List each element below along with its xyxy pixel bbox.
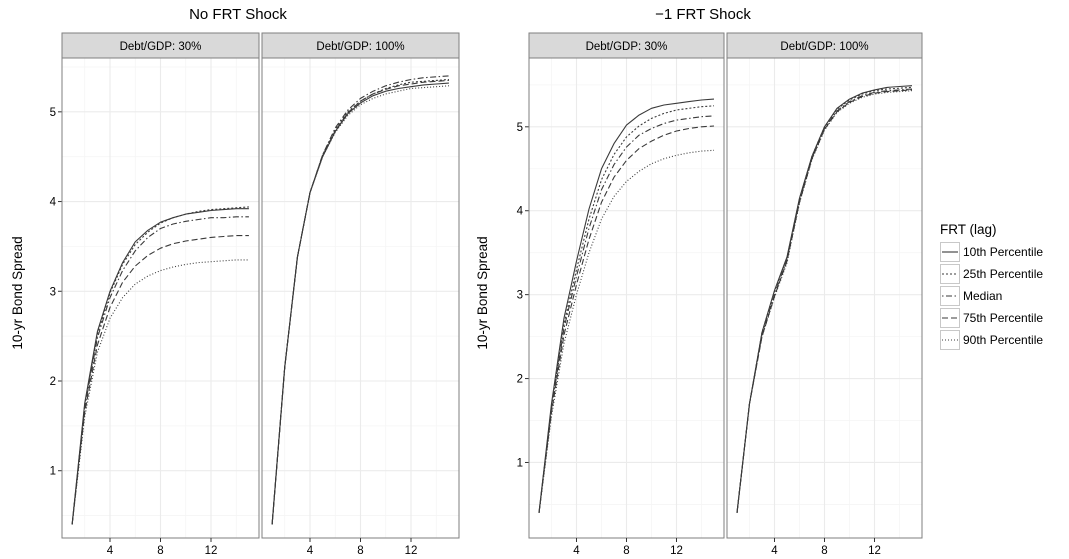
x-tick-label: 12 [205,545,218,557]
facet-strip [61,32,260,59]
facet-strip [261,32,460,59]
legend-item: 75th Percentile [940,307,1043,329]
series-line-75th-percentile [538,125,715,513]
facet-strip-label: Debt/GDP: 30% [586,41,668,53]
facet-strip-label: Debt/GDP: 100% [780,41,868,53]
legend-key [940,242,960,262]
series-line-90th-percentile [71,259,249,525]
series-line-median [71,216,249,525]
y-axis-label: 10-yr Bond Spread [475,236,490,349]
panel-debt-gdp-30: Debt/GDP: 30% 4 8 12 [528,32,725,557]
y-tick-label: 5 [50,107,56,119]
y-tick-label: 2 [517,374,523,386]
y-tick-label: 1 [50,466,56,478]
legend-key [940,264,960,284]
panel-debt-gdp-30: Debt/GDP: 30% 4 8 12 [61,32,260,557]
y-tick-label: 1 [517,457,523,469]
x-tick-label: 12 [868,545,881,557]
x-tick-label: 4 [771,545,778,557]
facet-strip-label: Debt/GDP: 100% [316,41,404,53]
x-tick-label: 8 [821,545,827,557]
x-tick-label: 12 [670,545,683,557]
y-tick-label: 3 [50,286,56,298]
series-line-25th-percentile [538,105,715,513]
legend-label: 90th Percentile [963,333,1044,347]
legend-label: 25th Percentile [963,267,1044,281]
x-tick-label: 8 [623,545,629,557]
series-line-median [538,115,715,513]
panel-debt-gdp-100: Debt/GDP: 100% 4 8 12 [261,32,460,557]
y-tick-label: 5 [517,122,523,134]
legend-label: 10th Percentile [963,245,1044,259]
legend-key [940,330,960,350]
legend-key [940,308,960,328]
series-line-25th-percentile [71,206,249,525]
facet-strip [726,32,923,59]
series-line-75th-percentile [271,79,449,525]
series-line-25th-percentile [271,78,449,525]
series-line-10th-percentile [538,98,715,513]
y-axis-label: 10-yr Bond Spread [10,236,25,349]
legend-item: 25th Percentile [940,263,1043,285]
series-line-75th-percentile [71,235,249,525]
facet-strip-label: Debt/GDP: 30% [120,41,202,53]
legend-item: 10th Percentile [940,241,1043,263]
legend-label: 75th Percentile [963,311,1044,325]
panel-debt-gdp-100: Debt/GDP: 100% 4 8 12 [726,32,923,557]
x-tick-label: 8 [157,545,163,557]
series-line-25th-percentile [736,86,913,513]
legend-key [940,286,960,306]
figure-title: No FRT Shock [189,6,287,23]
x-tick-label: 8 [357,545,363,557]
y-tick-label: 4 [517,206,524,218]
y-tick-label: 3 [517,290,523,302]
series-line-median [271,75,449,525]
figure-title: −1 FRT Shock [655,6,751,23]
facet-strip [528,32,725,59]
x-tick-label: 12 [405,545,418,557]
legend: FRT (lag) 10th Percentile 25th Percentile… [940,222,1043,351]
legend-title: FRT (lag) [940,222,997,237]
legend-item: Median [940,285,1043,307]
x-tick-label: 4 [573,545,580,557]
legend-item: 90th Percentile [940,329,1043,351]
x-tick-label: 4 [107,545,114,557]
x-tick-label: 4 [307,545,314,557]
series-line-10th-percentile [71,208,249,525]
y-tick-label: 4 [50,197,57,209]
y-tick-label: 2 [50,376,56,388]
legend-label: Median [963,289,1003,303]
